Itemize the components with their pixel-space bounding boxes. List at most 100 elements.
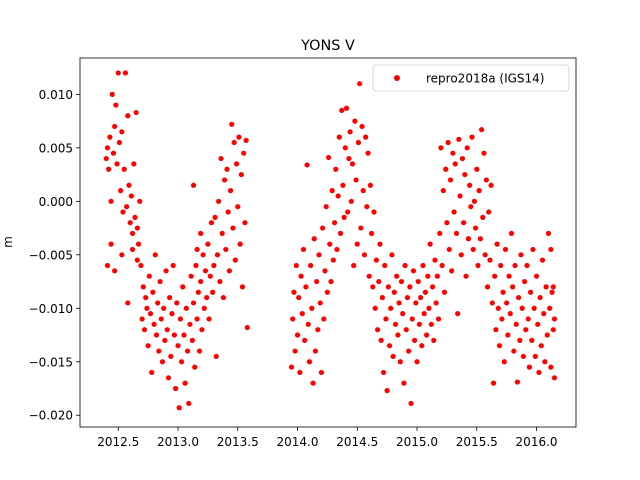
- data-point: [326, 154, 332, 161]
- data-point: [184, 348, 191, 354]
- data-point: [299, 311, 305, 317]
- data-point: [128, 193, 134, 199]
- data-point: [478, 127, 485, 133]
- data-point: [318, 369, 325, 376]
- data-point: [551, 375, 558, 381]
- data-point: [539, 257, 546, 263]
- data-point: [143, 294, 149, 301]
- data-point: [340, 182, 346, 188]
- data-point: [550, 327, 556, 333]
- y-tick-label: −0.010: [29, 302, 73, 316]
- x-tick-label: 2014.0: [277, 435, 319, 449]
- data-point: [507, 311, 513, 317]
- data-point: [537, 294, 543, 301]
- data-point: [298, 273, 304, 279]
- data-point: [339, 107, 345, 114]
- data-point: [519, 305, 525, 311]
- data-point: [324, 289, 330, 295]
- data-point: [458, 252, 464, 258]
- data-point: [548, 246, 554, 253]
- data-point: [169, 311, 175, 317]
- data-point: [474, 166, 480, 172]
- data-point: [384, 388, 390, 394]
- data-point: [422, 289, 429, 295]
- data-point: [457, 193, 463, 199]
- data-point: [114, 161, 120, 167]
- data-point: [373, 257, 379, 263]
- data-point: [363, 134, 369, 140]
- data-point: [514, 379, 521, 385]
- data-point: [333, 166, 339, 172]
- data-point: [311, 236, 317, 242]
- data-point: [443, 166, 449, 172]
- y-tick-label: 0.005: [39, 141, 73, 155]
- data-point: [505, 332, 511, 338]
- data-point: [328, 278, 334, 285]
- data-point: [504, 300, 510, 306]
- data-point: [473, 225, 479, 231]
- data-point: [321, 316, 327, 322]
- x-tick-label: 2016.0: [516, 435, 558, 449]
- data-point: [545, 230, 552, 237]
- data-point: [550, 284, 556, 290]
- data-point: [219, 230, 225, 237]
- data-point: [502, 246, 509, 253]
- data-point: [167, 294, 173, 301]
- data-point: [151, 321, 157, 327]
- data-point: [204, 294, 210, 301]
- data-point: [536, 369, 542, 376]
- data-point: [397, 359, 403, 365]
- legend-label: repro2018a (IGS14): [426, 72, 544, 86]
- data-point: [300, 246, 307, 253]
- data-point: [139, 316, 145, 322]
- data-point: [389, 252, 395, 258]
- data-point: [464, 145, 470, 151]
- data-point: [506, 273, 512, 279]
- data-point: [119, 129, 125, 135]
- data-point: [459, 155, 466, 162]
- data-point: [532, 353, 538, 360]
- data-point: [487, 257, 493, 263]
- data-point: [440, 188, 446, 194]
- data-point: [323, 204, 329, 210]
- data-point: [348, 198, 354, 204]
- data-point: [217, 278, 223, 285]
- data-point: [468, 204, 474, 210]
- data-point: [421, 311, 427, 317]
- y-axis-label: m: [1, 236, 15, 248]
- data-point: [127, 220, 133, 226]
- data-point: [406, 348, 412, 354]
- data-point: [360, 188, 366, 194]
- data-point: [508, 230, 515, 237]
- data-point: [380, 369, 387, 376]
- data-point: [352, 118, 358, 124]
- data-point: [355, 139, 362, 146]
- data-point: [231, 139, 237, 146]
- data-point: [297, 369, 303, 376]
- data-point: [315, 327, 321, 333]
- data-point: [177, 316, 183, 322]
- data-point: [293, 262, 299, 269]
- data-point: [242, 220, 248, 226]
- data-point: [196, 348, 203, 354]
- data-point: [471, 198, 478, 204]
- x-axis-ticks: 2012.5 2013.0 2013.5 2014.0 2014.5 2015.0 2015…: [97, 427, 558, 449]
- data-point: [238, 171, 244, 178]
- data-point: [223, 246, 229, 253]
- data-point: [358, 225, 364, 231]
- data-point: [407, 284, 413, 290]
- data-point: [543, 284, 549, 290]
- data-point: [416, 321, 423, 327]
- data-point: [492, 273, 498, 279]
- data-point: [218, 155, 224, 162]
- data-point: [302, 337, 308, 343]
- data-point: [462, 171, 468, 178]
- data-point: [437, 230, 443, 237]
- data-point: [178, 359, 185, 365]
- data-point: [420, 262, 426, 269]
- x-tick-label: 2015.0: [396, 435, 438, 449]
- data-point: [477, 236, 483, 242]
- data-point: [386, 343, 393, 349]
- data-point: [144, 305, 150, 311]
- x-tick-label: 2015.5: [456, 435, 498, 449]
